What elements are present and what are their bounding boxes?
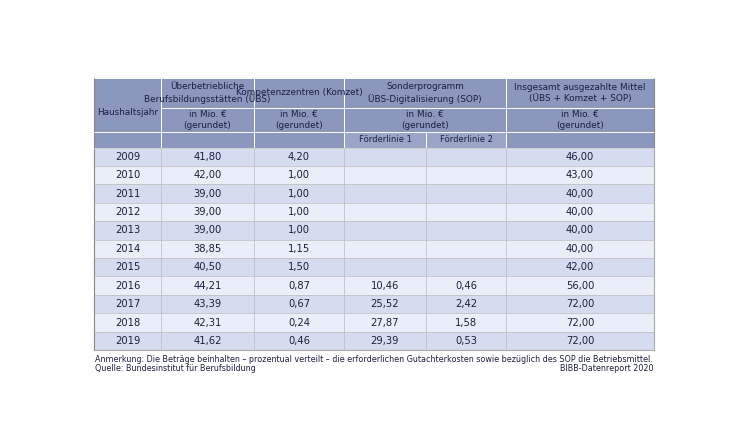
Bar [344, 132, 506, 148]
Bar [94, 78, 654, 350]
Text: 40,00: 40,00 [566, 226, 594, 235]
Text: in Mio. €
(gerundet): in Mio. € (gerundet) [184, 110, 231, 130]
Text: 40,00: 40,00 [566, 207, 594, 217]
Text: 2,42: 2,42 [455, 299, 477, 309]
Text: Förderlinie 1: Förderlinie 1 [358, 135, 412, 144]
Text: BIBB-Datenreport 2020: BIBB-Datenreport 2020 [560, 364, 653, 373]
Text: 42,00: 42,00 [193, 170, 222, 180]
Text: 1,00: 1,00 [288, 207, 310, 217]
Text: in Mio. €
(gerundet): in Mio. € (gerundet) [556, 110, 604, 130]
Text: 43,39: 43,39 [193, 299, 222, 309]
Text: 27,87: 27,87 [371, 318, 399, 327]
Text: 72,00: 72,00 [566, 318, 594, 327]
Text: 1,50: 1,50 [288, 262, 310, 272]
Text: 0,46: 0,46 [288, 336, 310, 346]
Bar [94, 166, 654, 184]
Text: Insgesamt ausgezahlte Mittel
(ÜBS + Komzet + SOP): Insgesamt ausgezahlte Mittel (ÜBS + Komz… [514, 83, 645, 103]
Text: 72,00: 72,00 [566, 299, 594, 309]
Text: Anmerkung: Die Beträge beinhalten – prozentual verteilt – die erforderlichen Gut: Anmerkung: Die Beträge beinhalten – proz… [95, 355, 653, 364]
Bar [94, 313, 654, 332]
Text: 29,39: 29,39 [371, 336, 399, 346]
Text: 46,00: 46,00 [566, 152, 594, 162]
Text: 2016: 2016 [115, 281, 140, 291]
Text: 2013: 2013 [115, 226, 140, 235]
Bar [94, 258, 654, 276]
Text: 0,53: 0,53 [455, 336, 477, 346]
Text: 42,31: 42,31 [193, 318, 222, 327]
Text: 2015: 2015 [115, 262, 140, 272]
Text: 72,00: 72,00 [566, 336, 594, 346]
Text: 2010: 2010 [115, 170, 140, 180]
Text: 2011: 2011 [115, 189, 140, 199]
Bar [94, 221, 654, 240]
Bar [94, 295, 654, 313]
Text: 43,00: 43,00 [566, 170, 594, 180]
Text: in Mio. €
(gerundet): in Mio. € (gerundet) [401, 110, 449, 130]
Text: 2017: 2017 [115, 299, 140, 309]
Text: 25,52: 25,52 [371, 299, 399, 309]
Text: Förderlinie 2: Förderlinie 2 [439, 135, 493, 144]
Text: 39,00: 39,00 [193, 189, 222, 199]
Text: 1,15: 1,15 [288, 244, 310, 254]
Bar [94, 78, 654, 148]
Text: 0,24: 0,24 [288, 318, 310, 327]
Text: 0,67: 0,67 [288, 299, 310, 309]
Text: 42,00: 42,00 [566, 262, 594, 272]
Text: Haushaltsjahr: Haushaltsjahr [96, 108, 158, 117]
Text: 4,20: 4,20 [288, 152, 310, 162]
Text: Sonderprogramm
ÜBS-Digitalisierung (SOP): Sonderprogramm ÜBS-Digitalisierung (SOP) [368, 82, 482, 104]
Text: 1,58: 1,58 [455, 318, 477, 327]
Text: 40,00: 40,00 [566, 244, 594, 254]
Text: in Mio. €
(gerundet): in Mio. € (gerundet) [275, 110, 323, 130]
Text: 38,85: 38,85 [193, 244, 222, 254]
Text: 2014: 2014 [115, 244, 140, 254]
Text: 40,00: 40,00 [566, 189, 594, 199]
Bar [94, 184, 654, 203]
Text: 39,00: 39,00 [193, 207, 222, 217]
Text: 44,21: 44,21 [193, 281, 222, 291]
Bar [94, 148, 654, 166]
Text: 40,50: 40,50 [193, 262, 222, 272]
Text: 56,00: 56,00 [566, 281, 594, 291]
Text: Überbetriebliche
Berufsbildungsstätten (ÜBS): Überbetriebliche Berufsbildungsstätten (… [145, 82, 271, 104]
Bar [94, 332, 654, 350]
Bar [94, 276, 654, 295]
Text: 41,62: 41,62 [193, 336, 222, 346]
Text: 1,00: 1,00 [288, 189, 310, 199]
Text: 41,80: 41,80 [193, 152, 222, 162]
Text: 2019: 2019 [115, 336, 140, 346]
Text: Quelle: Bundesinstitut für Berufsbildung: Quelle: Bundesinstitut für Berufsbildung [95, 364, 256, 373]
Bar [94, 240, 654, 258]
Text: 1,00: 1,00 [288, 226, 310, 235]
Bar [94, 203, 654, 221]
Text: 2018: 2018 [115, 318, 140, 327]
Text: 39,00: 39,00 [193, 226, 222, 235]
Text: 2012: 2012 [115, 207, 140, 217]
Text: 2009: 2009 [115, 152, 140, 162]
Text: Kompetenzzentren (Komzet): Kompetenzzentren (Komzet) [236, 89, 362, 98]
Text: 0,87: 0,87 [288, 281, 310, 291]
Text: 1,00: 1,00 [288, 170, 310, 180]
Text: 10,46: 10,46 [371, 281, 399, 291]
Text: 0,46: 0,46 [455, 281, 477, 291]
